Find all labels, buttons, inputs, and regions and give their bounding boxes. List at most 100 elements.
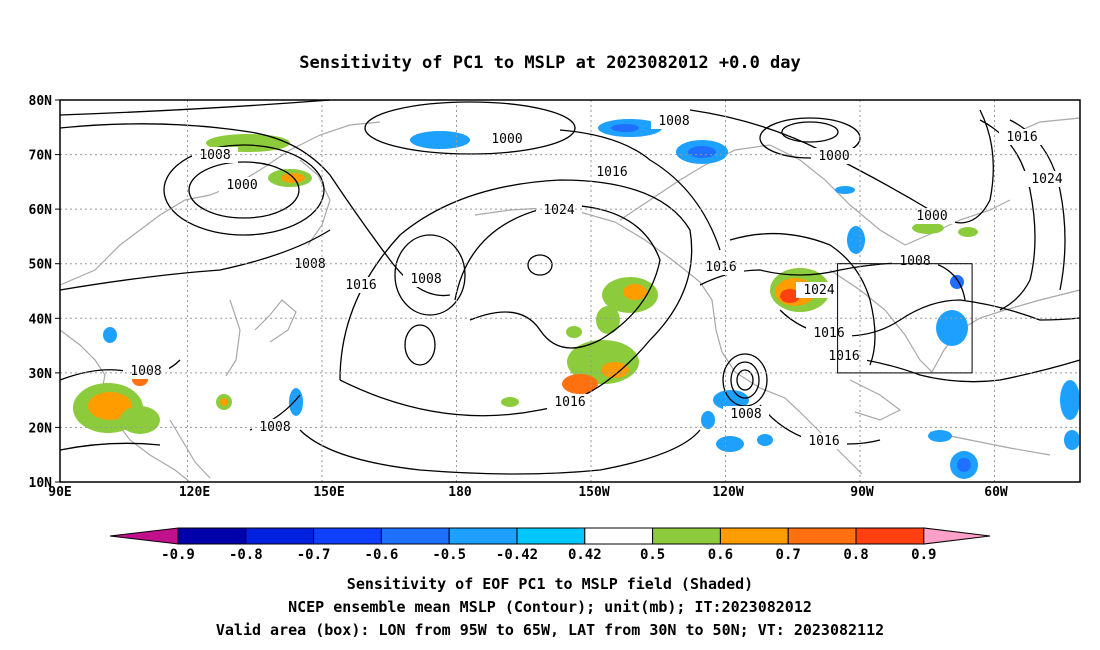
latitude-axis: 80N 70N 60N 50N 40N 30N 20N 10N: [29, 94, 60, 491]
colorbar-swatch: [177, 527, 247, 545]
svg-text:1008: 1008: [730, 407, 761, 422]
colorbar: -0.9 -0.8 -0.7 -0.6 -0.5 -0.42 0.42 0.5 …: [109, 527, 991, 563]
shade-negative: [757, 434, 773, 446]
shade-negative: [928, 430, 952, 442]
lat-tick-label: 40N: [29, 312, 53, 327]
map-background: [60, 100, 1080, 482]
contour-label: 1016: [338, 277, 384, 293]
shade-negative: [289, 388, 303, 416]
colorbar-swatch: [787, 527, 857, 545]
shade-negative: [835, 186, 855, 194]
svg-text:1016: 1016: [808, 434, 839, 449]
shade-positive: [501, 397, 519, 407]
colorbar-tick-label: 0.5: [640, 547, 665, 563]
colorbar-swatch: [448, 527, 518, 545]
colorbar-tick-label: -0.6: [365, 547, 399, 563]
map-frame: [59, 99, 1081, 483]
shade-negative: [611, 124, 639, 132]
shade-positive: [912, 222, 944, 234]
contour-labels: 1000 1000 1000 1000 1008 1008 1008 1008 …: [123, 113, 1070, 449]
figure-title: Sensitivity of PC1 to MSLP at 2023082012…: [299, 53, 801, 73]
valid-area-box: [837, 263, 973, 374]
shade-positive: [88, 392, 132, 420]
contour-label: 1016: [821, 348, 867, 364]
svg-text:1024: 1024: [1031, 172, 1062, 187]
shade-negative: [936, 310, 968, 346]
lon-tick-label: 150E: [313, 485, 344, 500]
lon-tick-label: 120W: [712, 485, 743, 500]
svg-text:1024: 1024: [543, 203, 574, 218]
svg-text:1000: 1000: [491, 132, 522, 147]
svg-text:1016: 1016: [345, 278, 376, 293]
shade-negative: [1064, 430, 1080, 450]
colorbar-tick-label: 0.42: [568, 547, 602, 563]
contour-label: 1008: [403, 271, 449, 287]
colorbar-tick-label: -0.7: [297, 547, 331, 563]
colorbar-swatch: [855, 527, 925, 545]
contour-label: 1016: [801, 433, 847, 449]
colorbar-arrow-right: [923, 527, 991, 545]
colorbar-swatch: [584, 527, 654, 545]
caption-line-1: Sensitivity of EOF PC1 to MSLP field (Sh…: [347, 575, 753, 593]
shade-negative: [847, 226, 865, 254]
shade-negative: [950, 275, 964, 289]
contour-label: 1000: [811, 148, 857, 164]
svg-text:1016: 1016: [705, 260, 736, 275]
shade-positive: [562, 374, 598, 394]
contour-label: 1016: [547, 394, 593, 410]
svg-text:1008: 1008: [199, 148, 230, 163]
colorbar-tick-label: -0.9: [161, 547, 195, 563]
caption-line-2: NCEP ensemble mean MSLP (Contour); unit(…: [288, 598, 812, 616]
svg-text:1000: 1000: [226, 178, 257, 193]
shade-negative: [410, 131, 470, 149]
svg-text:1008: 1008: [294, 257, 325, 272]
colorbar-tick-label: 0.9: [911, 547, 936, 563]
svg-text:1000: 1000: [818, 149, 849, 164]
contour-label: 1024: [536, 202, 582, 218]
svg-text:1008: 1008: [130, 364, 161, 379]
shade-positive: [601, 362, 629, 378]
lon-tick-label: 90E: [48, 485, 71, 500]
contour-label: 1016: [999, 129, 1045, 145]
svg-text:1016: 1016: [596, 165, 627, 180]
colorbar-tick-label: 0.6: [708, 547, 733, 563]
contour-label: 1016: [589, 164, 635, 180]
shade-negative: [688, 146, 716, 158]
svg-text:1008: 1008: [899, 254, 930, 269]
colorbar-swatch: [313, 527, 382, 545]
shade-positive: [958, 227, 978, 237]
contour-label: 1008: [123, 363, 169, 379]
contour-label: 1008: [651, 113, 697, 129]
svg-text:1000: 1000: [916, 209, 947, 224]
contour-label: 1016: [806, 325, 852, 341]
colorbar-tick-label: -0.5: [432, 547, 466, 563]
shade-positive: [220, 398, 228, 406]
lon-tick-label: 180: [448, 485, 472, 500]
shade-negative: [701, 411, 715, 429]
shade-positive: [623, 284, 647, 300]
colorbar-swatch: [719, 527, 789, 545]
contour-label: 1024: [796, 282, 842, 298]
lat-tick-label: 70N: [29, 149, 53, 164]
contour-label: 1000: [219, 177, 265, 193]
contour-label: 1008: [723, 406, 769, 422]
lat-tick-label: 50N: [29, 258, 53, 273]
longitude-axis: 90E 120E 150E 180 150W 120W 90W 60W: [48, 485, 1008, 500]
svg-text:1016: 1016: [828, 349, 859, 364]
svg-text:1016: 1016: [554, 395, 585, 410]
lon-tick-label: 150W: [578, 485, 609, 500]
contour-label: 1008: [892, 253, 938, 269]
contour-label: 1024: [1024, 171, 1070, 187]
contour-label: 1000: [909, 208, 955, 224]
shade-positive: [596, 306, 620, 334]
lat-tick-label: 80N: [29, 94, 53, 109]
svg-text:1016: 1016: [813, 326, 844, 341]
lon-tick-label: 60W: [984, 485, 1008, 500]
map-gridlines: [60, 100, 1080, 482]
svg-text:1008: 1008: [410, 272, 441, 287]
lat-tick-label: 10N: [29, 476, 53, 491]
colorbar-tick-label: 0.7: [776, 547, 801, 563]
lat-tick-label: 20N: [29, 421, 53, 436]
contour-label: 1000: [484, 131, 530, 147]
